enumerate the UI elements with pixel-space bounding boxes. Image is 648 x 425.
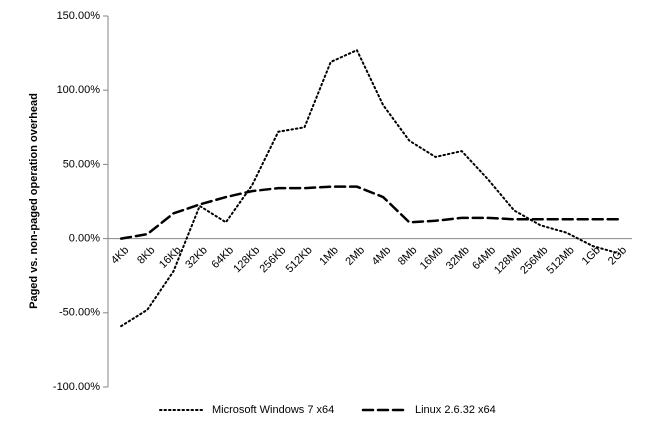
x-tick-label: 2Mb: [343, 244, 367, 268]
x-tick-label: 1Gb: [580, 244, 603, 267]
y-tick-label: -100.00%: [53, 381, 100, 393]
x-tick-label: 4Kb: [109, 244, 131, 266]
y-axis-label: Paged vs. non-paged operation overhead: [28, 93, 40, 309]
x-tick-label: 1Mb: [317, 244, 341, 268]
y-tick-label: -50.00%: [59, 307, 100, 319]
x-tick-label: 32Kb: [183, 244, 210, 271]
legend-label: Linux 2.6.32 x64: [415, 404, 496, 416]
y-tick-label: 50.00%: [63, 158, 101, 170]
series-line: [120, 48, 620, 328]
x-tick-label: 8Kb: [135, 244, 157, 266]
x-tick-label: 128Mb: [492, 244, 524, 276]
series-line: [119, 185, 621, 240]
x-tick-label: 32Mb: [444, 244, 472, 272]
x-tick-label: 512Mb: [544, 244, 576, 276]
x-tick-label: 16Mb: [418, 244, 446, 272]
x-tick-label: 2Gb: [606, 244, 629, 267]
x-tick-label: 8Mb: [396, 244, 420, 268]
x-tick-label: 256Kb: [257, 244, 288, 275]
x-tick-label: 256Mb: [518, 244, 550, 276]
legend-label: Microsoft Windows 7 x64: [212, 404, 334, 416]
y-tick-label: 150.00%: [57, 10, 101, 22]
y-tick-label: 100.00%: [57, 84, 101, 96]
x-tick-label: 4Mb: [370, 244, 394, 268]
y-tick-label: 0.00%: [69, 233, 100, 245]
x-tick-label: 128Kb: [231, 244, 262, 275]
x-tick-label: 512Kb: [284, 244, 315, 275]
x-tick-label: 16Kb: [157, 244, 184, 271]
